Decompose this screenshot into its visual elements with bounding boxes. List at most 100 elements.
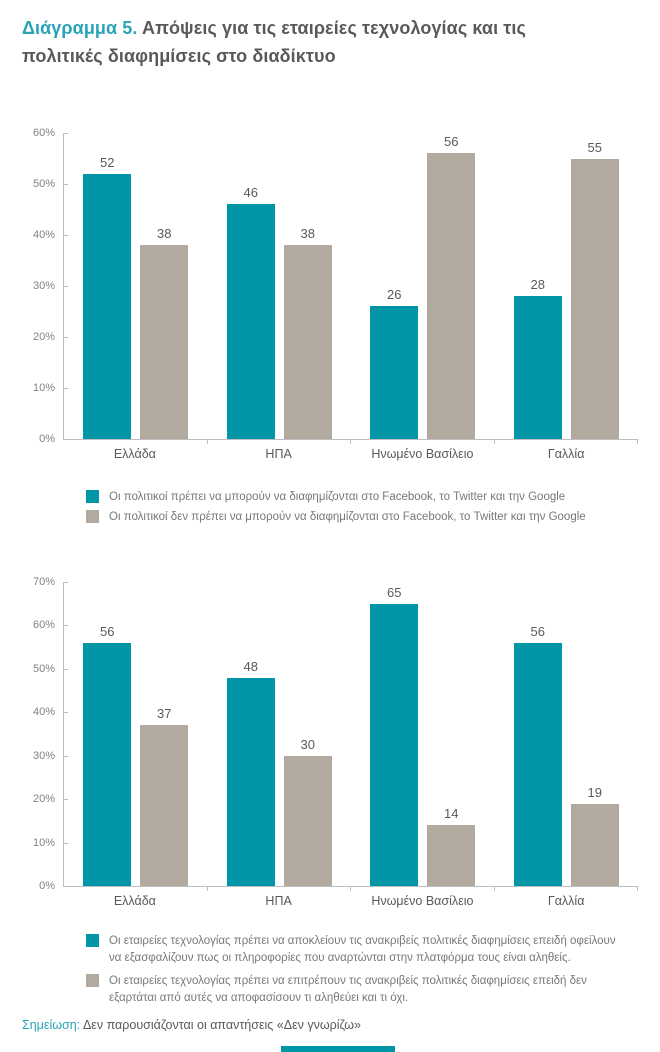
y-axis-tick-label: 70% bbox=[32, 576, 55, 588]
y-axis-tick-label: 10% bbox=[32, 836, 55, 849]
legend-label: Οι εταιρείες τεχνολογίας πρέπει να επιτρ… bbox=[109, 975, 587, 1004]
bar-value-label: 28 bbox=[530, 277, 545, 293]
y-axis-tick-mark bbox=[64, 337, 68, 338]
legend-label: Οι εταιρείες τεχνολογίας πρέπει να αποκλ… bbox=[109, 935, 616, 964]
x-axis-tick-mark bbox=[350, 887, 351, 891]
bar-value-label: 46 bbox=[243, 185, 258, 201]
bar-value-label: 14 bbox=[444, 806, 459, 822]
y-axis-tick-mark bbox=[64, 286, 68, 287]
page-title: Διάγραμμα 5. Απόψεις για τις εταιρείες τ… bbox=[22, 14, 590, 70]
bar: 28 bbox=[513, 277, 562, 439]
x-axis-category-label: ΗΠΑ bbox=[265, 894, 292, 908]
bar-value-label: 30 bbox=[300, 736, 315, 752]
bar-group: 52 38 bbox=[64, 133, 208, 439]
bar: 48 bbox=[226, 659, 275, 886]
footnote-text: Δεν παρουσιάζονται οι απαντήσεις «Δεν γν… bbox=[82, 1018, 361, 1032]
bar-value-label: 37 bbox=[157, 706, 172, 722]
bar-chart-tech-companies: 70% 60% 50% 40% 30% 20% 10% 0% 56 37 48 30 65 14 56 19 … bbox=[22, 576, 639, 1013]
y-axis-tick-label: 0% bbox=[39, 433, 55, 445]
footer-rule bbox=[281, 1046, 395, 1052]
bar-value-label: 38 bbox=[300, 226, 315, 242]
bar-group: 28 55 bbox=[495, 133, 639, 439]
bar: 56 bbox=[83, 624, 132, 886]
bar: 38 bbox=[140, 226, 189, 439]
bar: 52 bbox=[83, 155, 132, 439]
y-axis-tick-mark bbox=[64, 712, 68, 714]
bar-value-label: 52 bbox=[100, 154, 115, 170]
legend-item: Οι πολιτικοί πρέπει να μπορούν να διαφημ… bbox=[86, 489, 638, 506]
taupe-swatch-icon bbox=[86, 974, 99, 987]
y-axis-tick-label: 60% bbox=[32, 127, 55, 139]
x-axis-category-label: Ηνωμένο Βασίλειο bbox=[371, 894, 474, 908]
x-axis-category-label: Ηνωμένο Βασίλειο bbox=[371, 447, 474, 461]
bar-value-label: 19 bbox=[587, 784, 602, 800]
x-axis-labels: Ελλάδα ΗΠΑ Ηνωμένο Βασίλειο Γαλλία bbox=[63, 894, 638, 912]
y-axis-tick-mark bbox=[64, 133, 68, 134]
teal-swatch-icon bbox=[86, 934, 99, 947]
bar-group: 48 30 bbox=[208, 582, 352, 886]
plot-area: 70% 60% 50% 40% 30% 20% 10% 0% 56 37 48 30 65 14 56 19 bbox=[33, 576, 639, 892]
plot-area: 60% 50% 40% 30% 20% 10% 0% 52 38 46 38 26 56 28 55 bbox=[33, 127, 639, 445]
x-axis-tick-mark bbox=[637, 887, 638, 891]
y-axis-tick-label: 20% bbox=[32, 793, 55, 806]
legend-label: Οι πολιτικοί πρέπει να μπορούν να διαφημ… bbox=[109, 491, 566, 503]
bar: 55 bbox=[570, 140, 619, 439]
bar: 30 bbox=[283, 737, 332, 886]
y-axis-tick-mark bbox=[64, 582, 68, 583]
y-axis-tick-mark bbox=[64, 799, 68, 801]
bar-value-label: 56 bbox=[100, 623, 115, 639]
y-axis-tick-label: 0% bbox=[39, 880, 55, 892]
footnote-label: Σημείωση: bbox=[22, 1018, 81, 1032]
y-axis-tick-label: 30% bbox=[32, 280, 55, 292]
bar-group: 26 56 bbox=[351, 133, 495, 439]
y-axis-tick-mark bbox=[64, 842, 68, 844]
x-axis-tick-mark bbox=[493, 887, 495, 891]
x-axis-category-label: Γαλλία bbox=[547, 894, 585, 908]
legend-label: Οι πολιτικοί δεν πρέπει να μπορούν να δι… bbox=[109, 510, 586, 523]
legend-item: Οι εταιρείες τεχνολογίας πρέπει να επιτρ… bbox=[86, 973, 638, 1006]
bar-group: 46 38 bbox=[208, 133, 352, 439]
y-axis-tick-label: 20% bbox=[32, 331, 55, 343]
chart-number-label: Διάγραμμα 5. bbox=[22, 18, 138, 38]
bar-value-label: 56 bbox=[444, 134, 459, 150]
bar-value-label: 65 bbox=[387, 584, 402, 600]
bar-group: 65 14 bbox=[351, 582, 495, 886]
y-axis-tick-label: 40% bbox=[32, 229, 55, 241]
x-axis-category-label: ΗΠΑ bbox=[265, 447, 292, 461]
x-axis-tick-mark bbox=[206, 440, 208, 444]
bar-value-label: 55 bbox=[587, 139, 602, 155]
y-axis-tick-mark bbox=[64, 184, 68, 185]
y-axis-tick-label: 40% bbox=[32, 706, 55, 719]
y-axis-tick-mark bbox=[64, 235, 68, 236]
y-axis-tick-mark bbox=[64, 625, 68, 627]
y-axis-tick-label: 50% bbox=[32, 178, 55, 190]
bar-value-label: 48 bbox=[243, 658, 258, 674]
legend-item: Οι πολιτικοί δεν πρέπει να μπορούν να δι… bbox=[86, 509, 638, 526]
taupe-swatch-icon bbox=[86, 509, 99, 523]
bar-group: 56 19 bbox=[495, 582, 639, 886]
bar: 14 bbox=[427, 806, 476, 886]
bar: 56 bbox=[427, 134, 476, 439]
y-axis-tick-label: 10% bbox=[32, 382, 55, 394]
x-axis-tick-mark bbox=[493, 440, 495, 444]
x-axis-tick-mark bbox=[350, 440, 351, 444]
bar: 65 bbox=[370, 585, 419, 886]
bar-chart-political-ads: 60% 50% 40% 30% 20% 10% 0% 52 38 46 38 26 56 28 55 Ελλ… bbox=[22, 127, 639, 528]
legend: Οι πολιτικοί πρέπει να μπορούν να διαφημ… bbox=[86, 489, 638, 525]
bar: 19 bbox=[570, 785, 619, 886]
x-axis-category-label: Ελλάδα bbox=[113, 447, 156, 461]
bar: 46 bbox=[226, 185, 275, 439]
bar-value-label: 38 bbox=[157, 226, 172, 242]
legend-item: Οι εταιρείες τεχνολογίας πρέπει να αποκλ… bbox=[86, 933, 638, 966]
y-axis-tick-label: 30% bbox=[32, 749, 55, 762]
bar-value-label: 26 bbox=[387, 287, 402, 303]
bar-value-label: 56 bbox=[530, 623, 545, 639]
y-axis-tick-label: 60% bbox=[32, 619, 55, 632]
x-axis-labels: Ελλάδα ΗΠΑ Ηνωμένο Βασίλειο Γαλλία bbox=[63, 447, 638, 465]
teal-swatch-icon bbox=[86, 490, 99, 503]
bar: 26 bbox=[370, 287, 419, 439]
legend: Οι εταιρείες τεχνολογίας πρέπει να αποκλ… bbox=[86, 933, 638, 1006]
y-axis-tick-mark bbox=[64, 668, 68, 670]
x-axis-category-label: Γαλλία bbox=[547, 447, 585, 461]
bar: 56 bbox=[513, 624, 562, 886]
